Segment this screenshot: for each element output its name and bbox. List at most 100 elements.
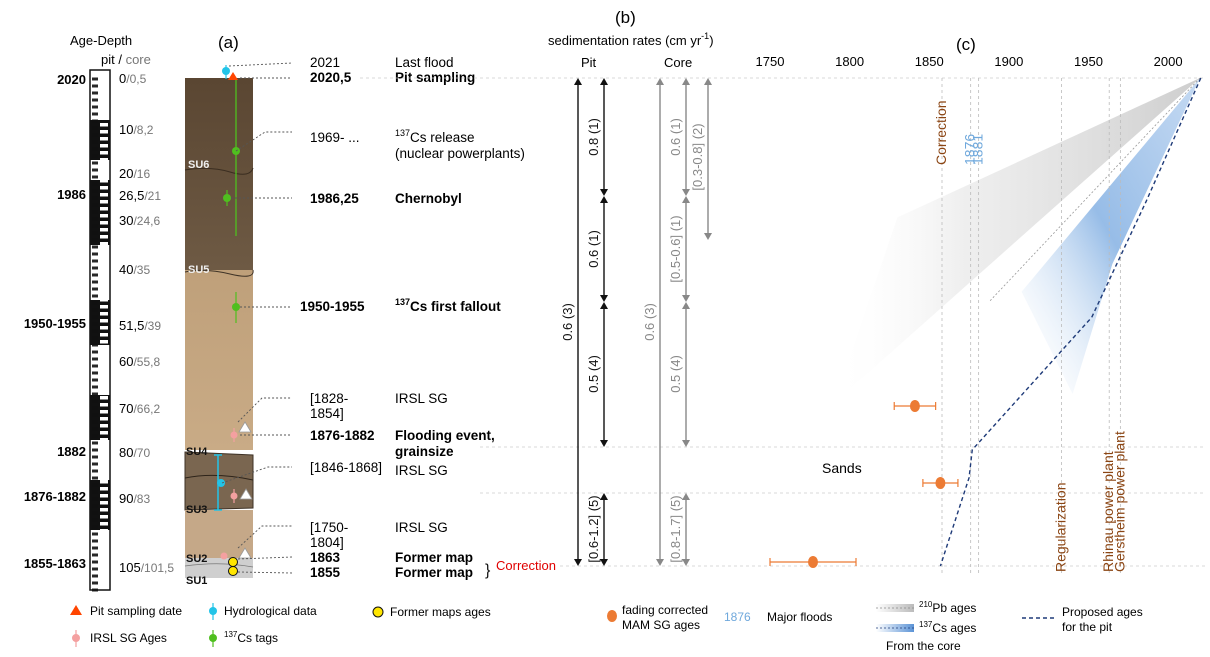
depth-label: 0/0,5 [119, 71, 147, 86]
event-label: IRSL SG [395, 391, 448, 406]
legend-pb: 210Pb ages [919, 600, 976, 615]
rate-labels: 0.6 (3) 0.8 (1) 0.6 (1) 0.5 (4) [0.6-1.2] (5… [560, 118, 705, 562]
x-tick-label: 1800 [835, 54, 864, 69]
event-date-cont: 1804] [310, 535, 344, 550]
legend-major-floods-year: 1876 [724, 610, 751, 624]
event-date: [1846-1868] [310, 460, 382, 475]
depth-label: 51,5/39 [119, 318, 161, 333]
event-date-cont: 1854] [310, 406, 344, 421]
depth-label: 30/24,6 [119, 213, 160, 228]
x-tick-label: 1850 [915, 54, 944, 69]
age-depth-title: Age-Depth [70, 33, 132, 48]
former-map-marker [228, 566, 238, 576]
legend-former-maps: Former maps ages [390, 605, 491, 619]
event-labels: 2021 Last flood 2020,5 Pit sampling 1969- ..… [300, 55, 525, 580]
event-label: IRSL SG [395, 520, 448, 535]
panel-label-c: (c) [956, 35, 976, 54]
vertical-marker-label: 1876 [962, 134, 978, 165]
unit-su5: SU5 [188, 264, 209, 276]
age-chart: 1750 1800 1850 1900 1950 2000 Correction 187618… [756, 54, 1202, 575]
x-tick-label: 1950 [1074, 54, 1103, 69]
left-age-label: 1986 [57, 187, 86, 202]
correction-label: Correction [496, 558, 556, 573]
event-date: 2021 [310, 55, 340, 70]
legend-major-floods: Major floods [767, 610, 832, 624]
left-age-label: 1882 [57, 444, 86, 459]
rate-arrows [574, 78, 712, 566]
event-date: 2020,5 [310, 70, 352, 85]
former-map-marker [228, 557, 238, 567]
legend-pit-sampling-icon [70, 605, 82, 615]
unit-su2: SU2 [186, 553, 207, 565]
sed-rates-title: sedimentation rates (cm yr-1) [548, 31, 714, 48]
rate-label: 0.8 (1) [586, 118, 601, 156]
irsl-point [220, 552, 228, 560]
pb-age-envelope [833, 78, 1200, 404]
depth-label: 26,5/21 [119, 188, 161, 203]
event-label: Former map [395, 565, 473, 580]
unit-su1: SU1 [186, 575, 207, 587]
legend: Pit sampling date Hydrological data Form… [70, 600, 1143, 653]
rate-label: 0.5 (4) [668, 355, 683, 393]
left-age-label: 2020 [57, 72, 86, 87]
event-label: 137Cs first fallout [395, 297, 501, 314]
event-date: 1969- ... [310, 130, 360, 145]
legend-cs-ages-icon [876, 624, 914, 632]
core-header: Core [664, 55, 692, 70]
event-label-cont: grainsize [395, 444, 454, 459]
hydro-data-marker [217, 479, 225, 487]
left-ages-group: 2020 1986 1950-1955 1882 1876-1882 1855-1863 [24, 72, 86, 571]
event-leaders [221, 62, 293, 574]
rate-label: 0.6 (1) [668, 118, 683, 156]
legend-proposed-2: for the pit [1062, 620, 1113, 634]
event-label: Chernobyl [395, 191, 462, 206]
irsl-mam-point [808, 556, 818, 568]
event-date: [1828- [310, 391, 348, 406]
legend-fading-1: fading corrected [622, 603, 708, 617]
event-label: Last flood [395, 55, 454, 70]
sample-triangle [239, 488, 253, 500]
rate-label: [0.6-1.2] (5) [586, 495, 601, 562]
depth-label: 20/16 [119, 166, 150, 181]
irsl-mam-point [935, 477, 946, 489]
vertical-marker-label: Rhinau power plant [1100, 451, 1116, 572]
vertical-marker-label: 1881 [970, 134, 986, 165]
unit-su6: SU6 [188, 159, 209, 171]
depth-label: 90/83 [119, 491, 150, 506]
legend-proposed-1: Proposed ages [1062, 605, 1143, 619]
rate-label: 0.6 (3) [560, 303, 575, 341]
panel-label-b: (b) [615, 8, 636, 27]
proposed-ages-line [939, 77, 1202, 567]
legend-from-core: From the core [886, 639, 961, 653]
event-date: 1855 [310, 565, 341, 580]
event-label: 137Cs release [395, 128, 475, 145]
correction-brace: } [485, 562, 491, 579]
legend-cs-tags: 137Cs tags [224, 630, 278, 645]
age-depth-subtitle: pit / core [101, 52, 151, 67]
legend-cs-ages: 137Cs ages [919, 620, 976, 635]
left-age-label: 1855-1863 [24, 556, 86, 571]
left-age-label: 1950-1955 [24, 316, 86, 331]
event-date: 1950-1955 [300, 299, 365, 314]
depth-label: 40/35 [119, 262, 150, 277]
depth-labels-group: 0/0,5 10/8,2 20/16 26,5/21 30/24,6 40/35 51,5/… [119, 71, 174, 575]
event-label: Pit sampling [395, 70, 475, 85]
cs-age-envelope [1021, 78, 1200, 395]
x-tick-label: 2000 [1154, 54, 1183, 69]
unit-su4: SU4 [186, 446, 208, 458]
event-label-cont: (nuclear powerplants) [395, 146, 525, 161]
unit-su3: SU3 [186, 504, 207, 516]
depth-scale-bar [89, 69, 111, 592]
vertical-marker-label: Gerstheim power plant [1111, 431, 1127, 572]
sample-triangle [238, 547, 252, 559]
legend-hydro: Hydrological data [224, 604, 317, 618]
event-date: 1876-1882 [310, 428, 375, 443]
x-tick-label: 1900 [994, 54, 1023, 69]
event-label: Former map [395, 550, 473, 565]
event-date: 1986,25 [310, 191, 359, 206]
vertical-marker-label: Correction [933, 100, 949, 165]
stratigraphic-column [184, 78, 254, 578]
depth-label: 70/66,2 [119, 401, 160, 416]
legend-pb-icon [876, 604, 914, 612]
